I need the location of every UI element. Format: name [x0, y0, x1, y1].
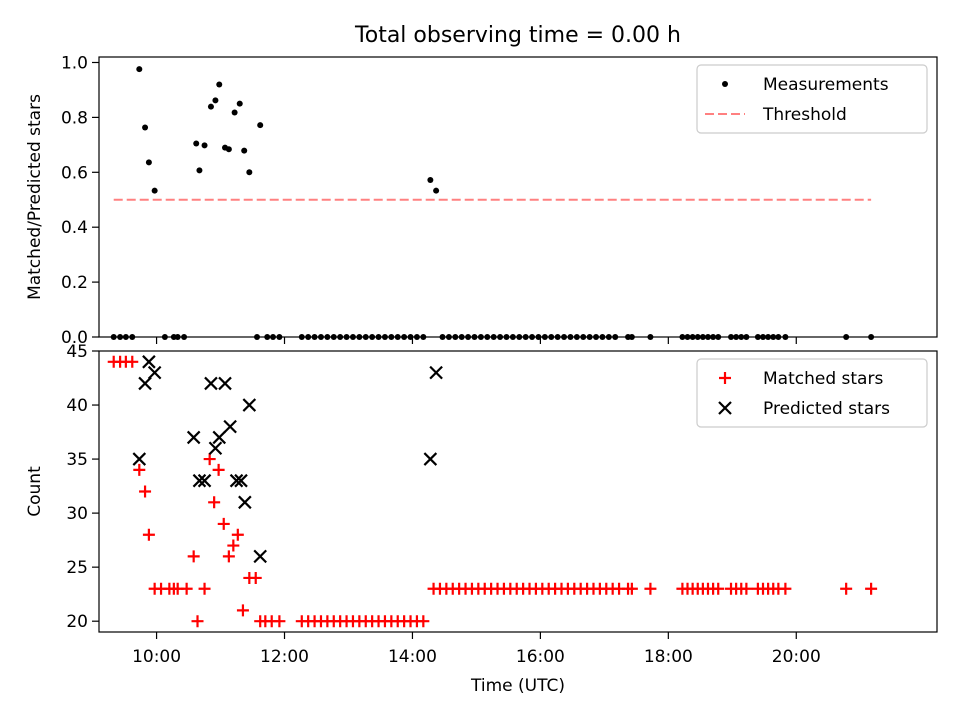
measurement-point — [246, 169, 253, 176]
matched-star-point — [249, 571, 262, 584]
matched-star-point — [740, 582, 753, 595]
predicted-star-point — [242, 398, 257, 412]
predicted-star-point — [429, 365, 443, 380]
predicted-star-point — [423, 452, 438, 466]
measurement-point — [151, 187, 158, 194]
matched-star-point — [180, 582, 193, 595]
y-tick-label: 0.8 — [61, 108, 88, 128]
y-tick-label: 35 — [66, 450, 88, 470]
measurement-point — [145, 159, 152, 166]
matched-star-point — [212, 463, 225, 476]
predicted-star-point — [142, 355, 156, 369]
predicted-star-point — [223, 419, 237, 434]
predicted-star-point — [229, 473, 244, 488]
measurement-point — [142, 124, 149, 131]
predicted-star-point — [192, 473, 207, 488]
predicted-star-point — [197, 473, 212, 488]
predicted-star-point — [132, 452, 147, 466]
matched-star-point — [779, 582, 792, 595]
y-tick-label: 45 — [66, 342, 88, 362]
legend-predicted-marker — [718, 401, 732, 415]
measurement-point — [433, 187, 440, 194]
measurement-point — [207, 103, 214, 110]
y-tick-label: 25 — [66, 558, 88, 578]
matched-star-point — [139, 485, 152, 498]
matched-star-point — [133, 463, 146, 476]
predicted-star-point — [218, 376, 232, 391]
matched-star-point — [231, 528, 244, 541]
legend-measurement-marker — [722, 81, 728, 87]
predicted-star-point — [147, 365, 162, 380]
matched-star-point — [217, 517, 230, 530]
y-tick-label: 40 — [66, 396, 88, 416]
y-tick-label: 0.2 — [61, 273, 88, 293]
matched-star-point — [203, 453, 216, 466]
x-axis-label: Time (UTC) — [470, 676, 565, 696]
matched-star-point — [227, 539, 240, 552]
legend-label: Threshold — [762, 105, 847, 125]
chart-title: Total observing time = 0.00 h — [354, 23, 681, 48]
predicted-star-point — [212, 430, 227, 445]
top-panel: 0.0 0.2 0.4 0.6 0.8 1.0 Matched/Predicted star… — [25, 53, 938, 348]
measurement-point — [236, 100, 243, 107]
matched-star-point — [273, 615, 286, 628]
y-axis-label: Matched/Predicted stars — [25, 94, 45, 300]
measurement-point — [193, 140, 200, 147]
predicted-star-point — [208, 441, 223, 456]
matched-star-point — [198, 582, 211, 595]
legend-label: Matched stars — [763, 369, 883, 389]
x-tick-label: 20:00 — [772, 647, 821, 667]
predicted-star-point — [138, 376, 152, 391]
y-tick-label: 0.4 — [61, 218, 88, 238]
measurement-point — [196, 167, 203, 174]
matched-star-point — [625, 582, 638, 595]
legend-label: Predicted stars — [763, 399, 890, 419]
measurement-point — [231, 109, 238, 116]
y-axis-label: Count — [25, 466, 45, 517]
y-tick-label: 0.6 — [61, 163, 88, 183]
axes-frame — [98, 350, 938, 633]
legend-box — [696, 358, 928, 428]
x-tick-label: 18:00 — [644, 647, 693, 667]
predicted-star-point — [253, 549, 267, 564]
measurement-point — [427, 176, 434, 183]
y-tick-label: 0.0 — [61, 328, 88, 348]
matched-star-point — [236, 604, 249, 617]
predicted-star-point — [234, 473, 248, 488]
x-tick-label: 12:00 — [260, 647, 309, 667]
predicted-star-point — [204, 376, 218, 391]
predicted-star-point — [186, 430, 201, 445]
x-tick-label: 16:00 — [516, 647, 565, 667]
legend-matched-marker — [719, 372, 731, 384]
matched-star-point — [417, 615, 430, 628]
matched-star-point — [840, 582, 853, 595]
legend-box — [696, 64, 928, 134]
measurement-point — [136, 66, 143, 73]
measurement-point — [257, 122, 264, 129]
matched-star-point — [222, 550, 235, 563]
matched-star-point — [208, 496, 221, 509]
measurement-point — [216, 81, 223, 88]
measurement-point — [225, 146, 232, 153]
matched-star-point — [865, 582, 878, 595]
matched-star-point — [187, 550, 200, 563]
matched-star-point — [126, 355, 139, 368]
predicted-star-point — [238, 495, 252, 510]
y-tick-label: 1.0 — [61, 53, 88, 73]
measurement-point — [212, 97, 219, 104]
measurement-point — [241, 147, 248, 154]
matched-star-point — [142, 528, 155, 541]
y-tick-label: 20 — [66, 612, 88, 632]
y-tick-label: 30 — [66, 504, 88, 524]
matched-star-point — [644, 582, 657, 595]
legend-label: Measurements — [763, 75, 889, 95]
bottom-panel: 20 25 30 35 40 45 10:00 12:00 14:00 16:00 18:00 20:… — [25, 342, 938, 696]
matched-star-point — [191, 615, 204, 628]
x-tick-label: 14:00 — [388, 647, 437, 667]
axes-frame — [98, 56, 938, 338]
matched-star-point — [712, 582, 725, 595]
x-tick-label: 10:00 — [132, 647, 181, 667]
measurement-point — [201, 142, 208, 149]
